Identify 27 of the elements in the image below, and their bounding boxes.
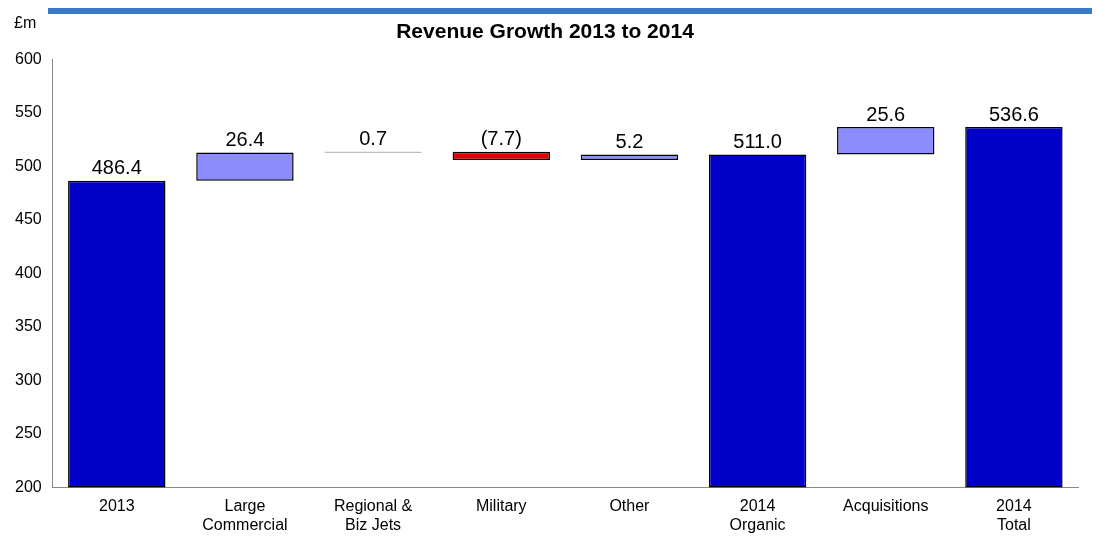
y-tick-label: 500 (14, 156, 42, 174)
data-label: 0.7 (359, 127, 388, 150)
y-tick-label: 600 (14, 49, 42, 67)
x-tick-label: Other (609, 496, 651, 514)
y-tick-label: 450 (14, 210, 42, 228)
data-label: 511.0 (733, 130, 782, 153)
y-tick-label: 550 (14, 103, 42, 121)
data-label: 25.6 (866, 102, 906, 125)
y-tick-label: 300 (14, 370, 42, 388)
data-label: 5.2 (615, 130, 644, 153)
x-tick-label: 2014 Organic (729, 496, 786, 533)
x-tick-label: Large Commercial (202, 496, 288, 533)
x-tick-label: Military (475, 496, 527, 514)
data-label: 486.4 (91, 156, 142, 179)
y-tick-label: 200 (14, 478, 42, 496)
y-tick-label: 250 (14, 424, 42, 442)
data-label: 536.6 (988, 102, 1039, 125)
chart-title: Revenue Growth 2013 to 2014 (396, 19, 695, 43)
y-axis-title: £m (14, 14, 37, 32)
x-tick-label: Acquisitions (843, 496, 929, 514)
data-label: 26.4 (225, 128, 265, 151)
y-tick-label: 350 (14, 317, 42, 335)
x-tick-label: 2013 (98, 496, 135, 514)
y-tick-label: 400 (14, 263, 42, 281)
x-tick-label: 2014 Total (996, 496, 1032, 533)
x-tick-label: Regional & Biz Jets (333, 496, 413, 533)
data-label: (7.7) (480, 127, 522, 150)
